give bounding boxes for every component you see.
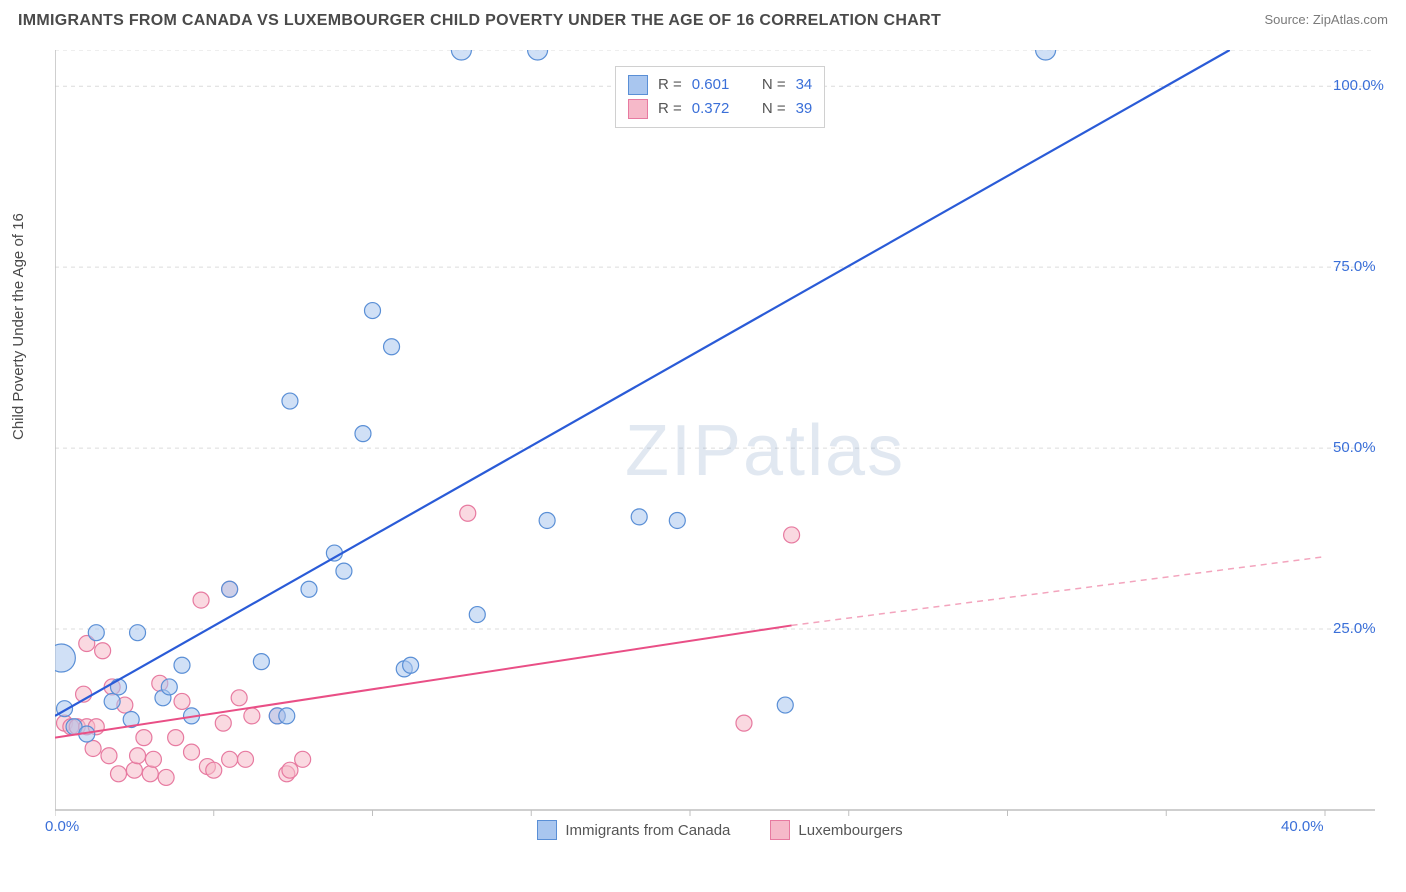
correlation-legend-row: R = 0.372 N = 39 (628, 97, 812, 121)
legend-label-canada: Immigrants from Canada (565, 822, 730, 839)
source-label: Source: (1264, 12, 1312, 27)
y-tick-label: 75.0% (1333, 258, 1376, 275)
swatch-canada (537, 820, 557, 840)
y-tick-label: 50.0% (1333, 439, 1376, 456)
legend-swatch (628, 99, 648, 119)
chart-source: Source: ZipAtlas.com (1264, 12, 1388, 27)
legend-item-lux: Luxembourgers (770, 820, 902, 840)
series-legend: Immigrants from Canada Luxembourgers (55, 820, 1385, 840)
chart-title: IMMIGRANTS FROM CANADA VS LUXEMBOURGER C… (18, 12, 941, 30)
y-axis-label: Child Poverty Under the Age of 16 (10, 213, 27, 440)
legend-item-canada: Immigrants from Canada (537, 820, 730, 840)
correlation-legend: R = 0.601 N = 34R = 0.372 N = 39 (615, 66, 825, 128)
chart-area: R = 0.601 N = 34R = 0.372 N = 39 ZIPatla… (55, 50, 1385, 840)
y-tick-label: 100.0% (1333, 77, 1384, 94)
legend-swatch (628, 75, 648, 95)
swatch-lux (770, 820, 790, 840)
correlation-legend-row: R = 0.601 N = 34 (628, 73, 812, 97)
scatter-plot-svg (55, 50, 1385, 840)
legend-label-lux: Luxembourgers (798, 822, 902, 839)
y-tick-label: 25.0% (1333, 620, 1376, 637)
source-value: ZipAtlas.com (1313, 12, 1388, 27)
chart-header: IMMIGRANTS FROM CANADA VS LUXEMBOURGER C… (0, 0, 1406, 36)
